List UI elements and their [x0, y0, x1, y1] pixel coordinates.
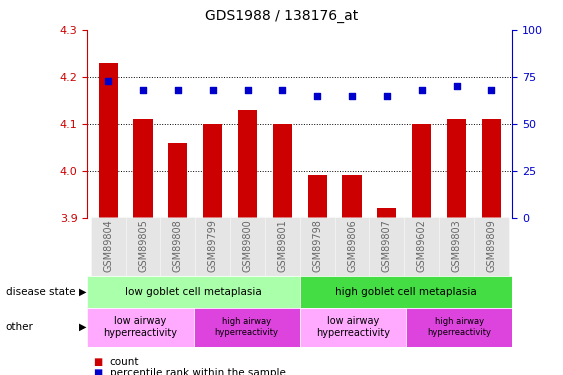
Text: percentile rank within the sample: percentile rank within the sample	[110, 368, 285, 375]
Text: disease state: disease state	[6, 286, 75, 297]
Text: count: count	[110, 357, 139, 367]
Bar	[91, 217, 126, 276]
Bar	[195, 217, 230, 276]
Bar	[342, 175, 361, 217]
Point	[173, 87, 182, 93]
Bar	[300, 217, 334, 276]
Text: high airway
hyperreactivity: high airway hyperreactivity	[215, 318, 279, 337]
Bar	[300, 276, 512, 308]
Point	[487, 87, 496, 93]
Bar	[238, 110, 257, 218]
Bar	[404, 217, 439, 276]
Point	[208, 87, 217, 93]
Bar	[474, 217, 509, 276]
Bar	[99, 63, 118, 217]
Bar	[194, 308, 300, 347]
Bar	[482, 119, 501, 218]
Text: ▶: ▶	[79, 322, 86, 332]
Point	[452, 83, 461, 89]
Bar	[87, 276, 300, 308]
Bar	[126, 217, 160, 276]
Point	[312, 93, 321, 99]
Point	[243, 87, 252, 93]
Bar	[273, 124, 292, 218]
Text: low airway
hyperreactivity: low airway hyperreactivity	[316, 316, 390, 338]
Text: ■: ■	[93, 357, 102, 367]
Point	[278, 87, 287, 93]
Text: low airway
hyperreactivity: low airway hyperreactivity	[104, 316, 177, 338]
Bar	[406, 308, 512, 347]
Bar	[412, 124, 431, 218]
Bar	[87, 308, 194, 347]
Text: ▶: ▶	[79, 286, 86, 297]
Bar	[334, 217, 369, 276]
Bar	[300, 308, 406, 347]
Point	[417, 87, 426, 93]
Bar	[369, 217, 404, 276]
Text: other: other	[6, 322, 34, 332]
Text: GDS1988 / 138176_at: GDS1988 / 138176_at	[205, 9, 358, 23]
Text: ■: ■	[93, 368, 102, 375]
Text: high goblet cell metaplasia: high goblet cell metaplasia	[335, 286, 477, 297]
Bar	[307, 175, 327, 217]
Point	[138, 87, 148, 93]
Point	[104, 78, 113, 84]
Text: high airway
hyperreactivity: high airway hyperreactivity	[427, 318, 491, 337]
Point	[347, 93, 356, 99]
Bar	[265, 217, 300, 276]
Bar	[160, 217, 195, 276]
Point	[382, 93, 391, 99]
Bar	[168, 142, 187, 218]
Bar	[203, 124, 222, 218]
Bar	[230, 217, 265, 276]
Bar	[447, 119, 466, 218]
Text: low goblet cell metaplasia: low goblet cell metaplasia	[125, 286, 262, 297]
Bar	[439, 217, 474, 276]
Bar	[133, 119, 153, 218]
Bar	[377, 208, 396, 218]
